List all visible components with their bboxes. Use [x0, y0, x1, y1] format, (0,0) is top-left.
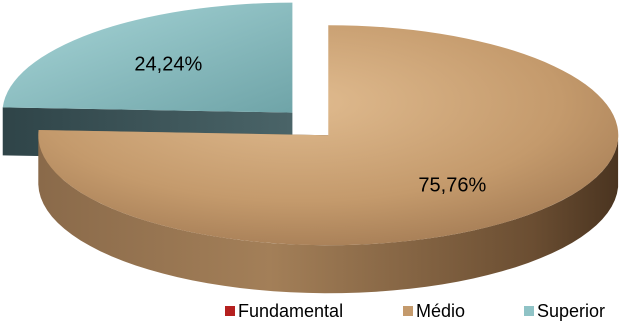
legend-swatch-fundamental [225, 306, 235, 316]
data-label-medio: 75,76% [418, 175, 486, 197]
legend-label-superior: Superior [537, 301, 606, 321]
legend-item-medio: Médio [403, 300, 465, 322]
legend-swatch-superior [524, 306, 534, 316]
legend-label-fundamental: Fundamental [238, 301, 344, 321]
slice-superior-top [2, 2, 293, 113]
legend: Fundamental Médio Superior [0, 300, 630, 322]
legend-item-superior: Superior [524, 300, 605, 322]
legend-label-medio: Médio [416, 301, 466, 321]
slice-medio-side [38, 136, 619, 294]
legend-swatch-medio [403, 306, 413, 316]
data-label-superior: 24,24% [134, 53, 202, 75]
slice-medio [38, 25, 619, 294]
legend-item-fundamental: Fundamental [225, 300, 343, 322]
slice-medio-top [38, 25, 619, 246]
